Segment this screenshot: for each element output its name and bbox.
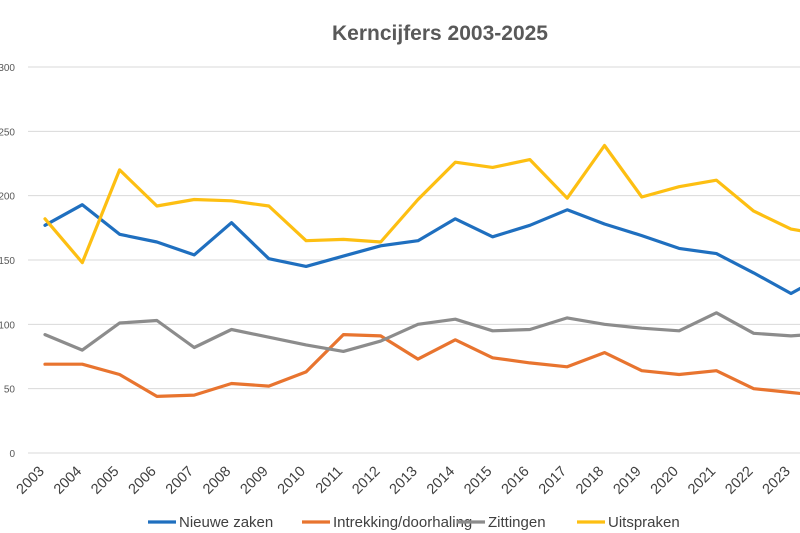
series-line-0	[43, 203, 800, 296]
x-tick-label: 2009	[237, 464, 271, 498]
x-tick-label: 2017	[536, 464, 570, 498]
y-axis-ticks: 0 50 100 150 200 250 300	[0, 63, 15, 460]
x-tick-label: 2006	[126, 464, 160, 498]
y-tick-label: 300	[0, 63, 15, 74]
x-tick-label: 2007	[163, 464, 197, 498]
y-tick-label: 0	[9, 449, 15, 460]
legend: Nieuwe zaken Intrekking/doorhaling Zitting…	[148, 514, 680, 531]
x-tick-label: 2020	[648, 464, 682, 498]
y-tick-label: 50	[4, 385, 16, 396]
series-line-1	[43, 333, 800, 398]
x-tick-label: 2022	[722, 464, 756, 498]
x-axis-ticks: 2003 2004 2005 2006 2007 2008 2009 2010 2011 2012…	[14, 464, 800, 498]
x-tick-label: 2016	[499, 464, 533, 498]
x-tick-label: 2023	[760, 464, 794, 498]
x-tick-label: 2019	[610, 464, 644, 498]
chart-title: Kerncijfers 2003-2025	[332, 22, 548, 45]
y-tick-label: 150	[0, 256, 15, 267]
x-tick-label: 2005	[88, 464, 122, 498]
series-line-3	[43, 143, 800, 265]
x-tick-label: 2011	[313, 464, 346, 497]
x-tick-label: 2012	[349, 464, 383, 498]
x-tick-label: 2021	[685, 464, 719, 498]
x-tick-label: 2018	[573, 464, 607, 498]
x-tick-label: 2014	[424, 464, 458, 498]
x-tick-label: 2004	[51, 464, 85, 498]
x-tick-label: 2003	[14, 464, 48, 498]
y-tick-label: 100	[0, 320, 15, 331]
series-line-2	[43, 311, 800, 353]
x-tick-label: 2015	[461, 464, 495, 498]
series-lines	[43, 143, 800, 398]
x-tick-label: 2013	[387, 464, 421, 498]
legend-label-2: Zittingen	[488, 514, 546, 531]
legend-label-1: Intrekking/doorhaling	[333, 514, 472, 531]
legend-label-0: Nieuwe zaken	[179, 514, 273, 531]
y-tick-label: 250	[0, 127, 15, 138]
gridlines	[28, 66, 800, 454]
legend-label-3: Uitspraken	[608, 514, 680, 531]
x-tick-label: 2010	[275, 464, 309, 498]
y-tick-label: 200	[0, 192, 15, 203]
x-tick-label: 2008	[200, 464, 234, 498]
